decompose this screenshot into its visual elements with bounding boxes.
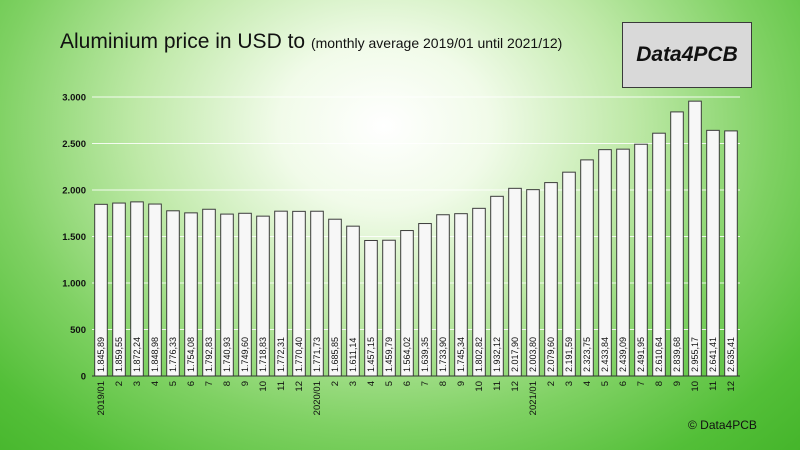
bar — [688, 100, 702, 377]
bar-value-label: 2.439,09 — [618, 337, 628, 372]
bar-value-label: 1.749,60 — [240, 337, 250, 372]
x-tick-label: 7 — [204, 381, 215, 386]
bar-value-label: 1.771,73 — [312, 337, 322, 372]
x-tick-label: 9 — [672, 381, 683, 386]
bar-value-label: 1.685,85 — [330, 337, 340, 372]
x-tick-label: 9 — [240, 381, 251, 386]
bar-value-label: 1.770,40 — [294, 337, 304, 372]
x-tick-label: 2 — [330, 381, 341, 386]
x-tick-label: 6 — [402, 381, 413, 386]
x-tick-label: 10 — [258, 381, 269, 392]
bar-value-label: 2.955,17 — [690, 337, 700, 372]
x-tick-label: 2 — [546, 381, 557, 386]
bar-value-label: 1.564,02 — [402, 337, 412, 372]
x-tick-label: 2 — [114, 381, 125, 386]
bar-value-label: 1.718,83 — [258, 337, 268, 372]
x-tick-label: 2021/01 — [528, 381, 539, 415]
bar-value-label: 1.611,14 — [348, 338, 358, 372]
bar-value-label: 2.433,84 — [600, 337, 610, 372]
y-tick-label: 1.500 — [62, 232, 86, 243]
bar-value-label: 1.792,83 — [204, 337, 214, 372]
x-tick-label: 3 — [564, 381, 575, 386]
bar-value-label: 1.733,90 — [438, 337, 448, 372]
x-tick-label: 11 — [708, 381, 719, 391]
x-tick-label: 6 — [186, 381, 197, 386]
bar-value-label: 1.457,15 — [366, 337, 376, 372]
bar-value-label: 1.776,33 — [168, 337, 178, 372]
y-tick-label: 3.000 — [62, 93, 86, 104]
x-tick-label: 10 — [690, 381, 701, 392]
y-tick-label: 0 — [81, 372, 86, 383]
x-tick-label: 3 — [132, 381, 143, 386]
x-tick-label: 11 — [276, 381, 287, 391]
bar-value-label: 1.845,89 — [96, 337, 106, 372]
copyright-note: © Data4PCB — [688, 418, 757, 432]
x-tick-label: 2019/01 — [96, 381, 107, 415]
x-tick-label: 4 — [150, 381, 161, 386]
y-tick-label: 2.000 — [62, 186, 86, 197]
bar-value-label: 1.740,93 — [222, 337, 232, 372]
y-tick-label: 1.000 — [62, 279, 86, 290]
bar-value-label: 2.635,41 — [726, 337, 736, 372]
y-tick-label: 2.500 — [62, 139, 86, 150]
bar-value-label: 1.772,31 — [276, 337, 286, 372]
x-tick-label: 9 — [456, 381, 467, 386]
x-tick-label: 4 — [366, 381, 377, 386]
x-tick-label: 6 — [618, 381, 629, 386]
bar-value-label: 2.839,68 — [672, 337, 682, 372]
x-tick-label: 8 — [654, 381, 665, 386]
bar-value-label: 1.848,98 — [150, 337, 160, 372]
bar — [670, 111, 684, 377]
bar-value-label: 2.610,64 — [654, 337, 664, 372]
brand-logo: Data4PCB — [622, 22, 752, 88]
x-tick-label: 5 — [600, 381, 611, 386]
brand-logo-text: Data4PCB — [636, 43, 738, 66]
x-tick-label: 7 — [636, 381, 647, 386]
x-tick-label: 5 — [168, 381, 179, 386]
bar-value-label: 2.191,59 — [564, 337, 574, 372]
x-tick-label: 8 — [438, 381, 449, 386]
chart-subtitle: (monthly average 2019/01 until 2021/12) — [310, 35, 563, 51]
bar-value-label: 2.003,80 — [528, 337, 538, 372]
bar-value-label: 2.079,60 — [546, 337, 556, 372]
x-tick-label: 12 — [294, 381, 305, 392]
x-tick-label: 12 — [726, 381, 737, 392]
x-tick-label: 10 — [474, 381, 485, 392]
x-tick-label: 12 — [510, 381, 521, 392]
y-tick-label: 500 — [70, 325, 86, 336]
x-tick-label: 11 — [492, 381, 503, 391]
bar-value-label: 2.323,75 — [582, 337, 592, 372]
x-tick-label: 3 — [348, 381, 359, 386]
bar-value-label: 1.754,08 — [186, 337, 196, 372]
x-tick-label: 4 — [582, 381, 593, 386]
bar-value-label: 2.491,95 — [636, 337, 646, 372]
bar-value-label: 1.859,55 — [114, 337, 124, 372]
bar-value-label: 1.872,24 — [132, 337, 142, 372]
bar-value-label: 1.932,12 — [492, 337, 502, 372]
bar-value-label: 1.639,35 — [420, 337, 430, 372]
bar-value-label: 2.017,90 — [510, 337, 520, 372]
x-tick-label: 5 — [384, 381, 395, 386]
chart-title-main: Aluminium price in USD to — [60, 30, 306, 53]
bar-value-label: 1.459,79 — [384, 337, 394, 372]
x-tick-label: 7 — [420, 381, 431, 386]
x-tick-label: 8 — [222, 381, 233, 386]
x-tick-label: 2020/01 — [312, 381, 323, 415]
bar-value-label: 1.745,34 — [456, 337, 466, 372]
bar-value-label: 1.802,82 — [474, 337, 484, 372]
chart-title: Aluminium price in USD to (monthly avera… — [60, 30, 562, 54]
bar-value-label: 2.641,41 — [708, 337, 718, 372]
